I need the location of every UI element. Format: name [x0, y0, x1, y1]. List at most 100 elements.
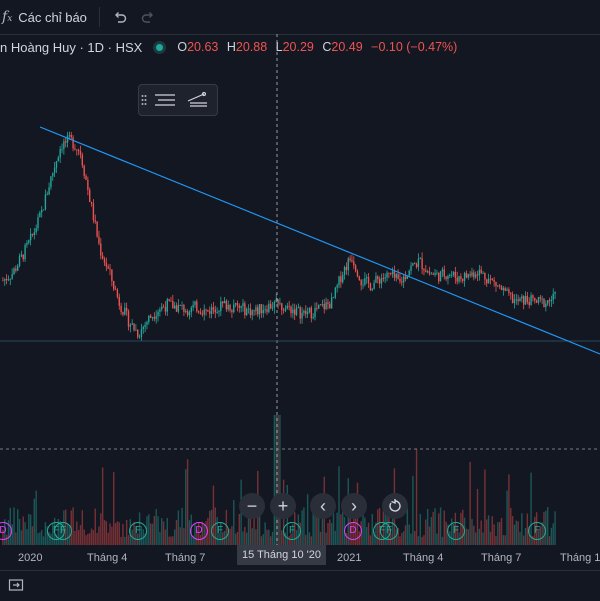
volume-bar	[164, 529, 167, 545]
event-marker[interactable]: F	[283, 522, 301, 540]
event-marker[interactable]: F	[380, 522, 398, 540]
candle-body	[545, 303, 547, 308]
volume-bar	[491, 516, 493, 545]
candle-body	[15, 268, 17, 271]
candle-body	[181, 305, 183, 306]
candle-body	[268, 303, 270, 312]
candle-body	[124, 307, 126, 315]
candle-body	[393, 271, 396, 278]
volume-bar	[480, 520, 482, 545]
candle-body	[133, 323, 135, 331]
candle-body	[493, 279, 495, 282]
candle-body	[460, 276, 462, 280]
volume-bar	[260, 536, 263, 545]
zoom-out-button[interactable]: −	[239, 493, 265, 519]
volume-bar	[430, 516, 433, 545]
candle-body	[87, 179, 89, 190]
volume-bar	[114, 523, 117, 545]
event-marker[interactable]: D	[190, 522, 208, 540]
candle-body	[162, 306, 165, 308]
candle-body	[137, 329, 139, 337]
x-axis-label: Tháng 7	[165, 552, 206, 564]
event-marker[interactable]: F	[54, 522, 72, 540]
drag-handle-icon[interactable]	[139, 85, 149, 115]
candle-body	[297, 307, 300, 309]
x-axis-label: Tháng 10	[560, 552, 600, 564]
volume-bar	[244, 526, 246, 545]
volume-bar	[318, 508, 320, 545]
volume-bar	[510, 507, 512, 545]
volume-bar	[325, 532, 327, 545]
volume-bar	[519, 532, 521, 545]
line-style-button[interactable]	[149, 85, 181, 115]
candle-body	[450, 274, 453, 276]
event-marker[interactable]: F	[129, 522, 147, 540]
candle-body	[521, 296, 523, 299]
candle-body	[342, 274, 344, 283]
volume-bar	[482, 532, 484, 545]
scroll-right-button[interactable]: ›	[341, 493, 367, 519]
candle-body	[471, 272, 473, 276]
volume-bar	[469, 461, 471, 545]
volume-bar	[506, 490, 508, 545]
event-marker[interactable]: D	[344, 522, 362, 540]
event-marker[interactable]: F	[528, 522, 546, 540]
candle-body	[375, 276, 377, 283]
event-marker[interactable]: F	[211, 522, 229, 540]
redo-button[interactable]	[134, 3, 162, 31]
volume-bar	[48, 532, 50, 545]
candle-body	[384, 277, 386, 279]
reset-chart-button[interactable]	[382, 493, 408, 519]
candle-body	[513, 299, 516, 304]
price-chart[interactable]	[0, 0, 600, 545]
volume-bar	[87, 533, 89, 545]
candle-body	[486, 279, 488, 284]
candle-body	[26, 242, 28, 246]
candle-body	[257, 307, 259, 315]
volume-bar	[233, 500, 235, 545]
candle-body	[188, 312, 191, 316]
low-key: L	[275, 40, 283, 54]
candle-body	[543, 298, 545, 308]
undo-button[interactable]	[106, 3, 134, 31]
candle-body	[131, 323, 133, 325]
x-axis-label: Tháng 4	[87, 552, 128, 564]
volume-bar	[42, 536, 45, 545]
candle-body	[149, 315, 152, 318]
volume-bar	[39, 532, 41, 545]
candle-body	[31, 233, 34, 235]
market-status-dot[interactable]	[156, 43, 164, 51]
candle-body	[138, 336, 141, 338]
candle-body	[66, 135, 69, 143]
volume-bar	[46, 526, 48, 545]
candle-body	[53, 167, 56, 173]
volume-bar	[305, 534, 307, 545]
candle-body	[414, 263, 416, 265]
trendline[interactable]	[39, 126, 600, 355]
volume-bar	[474, 532, 477, 545]
volume-bar	[231, 526, 233, 545]
date-range-button[interactable]	[8, 577, 26, 595]
volume-bar	[301, 510, 303, 545]
symbol-name[interactable]: n Hoàng Huy · 1D · HSX	[0, 39, 143, 55]
candle-body	[50, 176, 52, 188]
volume-bar	[144, 533, 146, 545]
volume-bar	[94, 508, 96, 545]
scroll-left-button[interactable]: ‹	[310, 493, 336, 519]
volume-bar	[107, 532, 109, 545]
volume-bar	[179, 527, 181, 545]
candle-body	[70, 134, 72, 138]
indicators-button[interactable]: fx Các chỉ báo	[0, 0, 93, 34]
volume-bar	[517, 521, 519, 545]
zoom-in-button[interactable]: +	[270, 493, 296, 519]
volume-bar	[532, 535, 534, 545]
candle-body	[369, 283, 372, 291]
volume-bar	[242, 531, 244, 545]
candle-body	[231, 310, 233, 313]
volume-bar	[441, 536, 444, 545]
volume-bar	[432, 511, 434, 545]
event-marker[interactable]: F	[447, 522, 465, 540]
trend-settings-button[interactable]	[181, 85, 213, 115]
candle-body	[534, 297, 536, 301]
candle-body	[489, 278, 492, 280]
